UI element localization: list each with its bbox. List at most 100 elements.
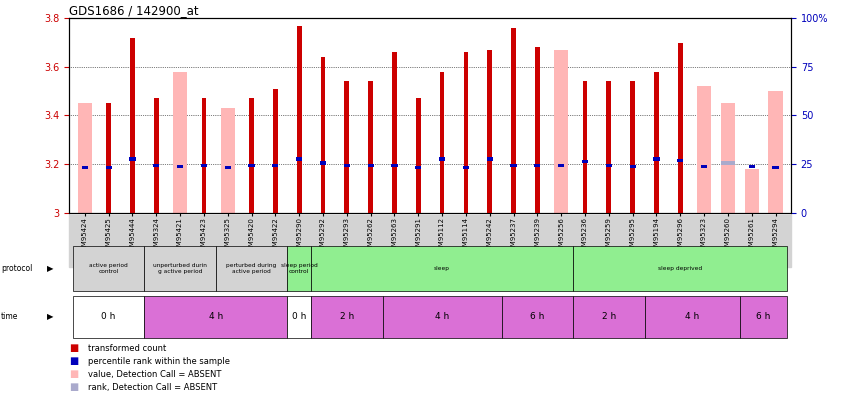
Bar xyxy=(607,81,611,213)
Text: ▶: ▶ xyxy=(47,264,54,273)
Bar xyxy=(721,103,735,213)
Bar xyxy=(130,38,135,213)
Bar xyxy=(739,296,788,338)
Text: unperturbed durin
g active period: unperturbed durin g active period xyxy=(153,263,207,274)
Bar xyxy=(153,164,159,167)
Bar xyxy=(510,164,517,167)
Text: perturbed during
active period: perturbed during active period xyxy=(227,263,277,274)
Bar xyxy=(463,166,469,169)
Text: 6 h: 6 h xyxy=(530,312,545,322)
Bar xyxy=(583,81,587,213)
Bar xyxy=(145,246,216,291)
Bar xyxy=(201,164,207,167)
Bar xyxy=(573,296,645,338)
Bar xyxy=(311,296,382,338)
Bar xyxy=(368,81,373,213)
Text: 2 h: 2 h xyxy=(602,312,616,322)
Text: sleep: sleep xyxy=(434,266,450,271)
Bar xyxy=(382,296,502,338)
Text: 4 h: 4 h xyxy=(209,312,223,322)
Bar xyxy=(221,108,235,213)
Bar xyxy=(177,165,184,168)
Bar xyxy=(296,158,302,161)
Bar xyxy=(535,47,540,213)
Text: ■: ■ xyxy=(69,343,79,353)
Bar xyxy=(288,246,311,291)
Bar xyxy=(107,103,111,213)
Text: ■: ■ xyxy=(69,356,79,367)
Bar xyxy=(106,166,112,169)
Bar xyxy=(78,103,92,213)
Text: ▶: ▶ xyxy=(47,312,54,322)
Bar xyxy=(288,296,311,338)
Bar xyxy=(582,160,588,163)
Bar xyxy=(344,81,349,213)
Text: ■: ■ xyxy=(69,382,79,392)
Bar xyxy=(320,161,326,164)
Bar xyxy=(721,161,735,164)
Bar xyxy=(554,50,569,213)
Bar xyxy=(321,57,326,213)
Bar xyxy=(311,246,573,291)
Bar xyxy=(154,98,159,213)
Bar xyxy=(701,165,707,168)
Bar xyxy=(697,86,711,213)
Bar xyxy=(573,246,788,291)
Bar xyxy=(653,158,660,161)
Text: active period
control: active period control xyxy=(90,263,128,274)
Bar xyxy=(145,296,288,338)
Bar xyxy=(250,98,254,213)
Bar xyxy=(744,169,759,213)
Bar xyxy=(415,166,421,169)
Bar xyxy=(439,158,445,161)
Text: GDS1686 / 142900_at: GDS1686 / 142900_at xyxy=(69,4,199,17)
Bar xyxy=(502,296,573,338)
Bar xyxy=(654,72,659,213)
Bar xyxy=(173,72,187,213)
Bar xyxy=(677,159,684,162)
Text: 4 h: 4 h xyxy=(685,312,700,322)
Bar xyxy=(630,81,635,213)
Text: 6 h: 6 h xyxy=(756,312,771,322)
Bar xyxy=(272,164,278,167)
Text: rank, Detection Call = ABSENT: rank, Detection Call = ABSENT xyxy=(88,383,217,392)
Bar xyxy=(606,164,612,167)
Text: sleep period
control: sleep period control xyxy=(281,263,317,274)
Bar xyxy=(201,98,206,213)
Bar xyxy=(73,246,145,291)
Bar xyxy=(749,165,755,168)
Text: ■: ■ xyxy=(69,369,79,379)
Text: sleep deprived: sleep deprived xyxy=(658,266,702,271)
Text: transformed count: transformed count xyxy=(88,344,166,353)
Bar xyxy=(129,158,135,161)
Text: 2 h: 2 h xyxy=(340,312,354,322)
Bar xyxy=(511,28,516,213)
Text: value, Detection Call = ABSENT: value, Detection Call = ABSENT xyxy=(88,370,222,379)
Bar xyxy=(343,164,350,167)
Bar xyxy=(486,158,493,161)
Bar xyxy=(367,164,374,167)
Bar xyxy=(225,166,231,169)
Bar xyxy=(416,98,420,213)
Text: 0 h: 0 h xyxy=(102,312,116,322)
Text: 4 h: 4 h xyxy=(435,312,449,322)
Bar xyxy=(216,246,288,291)
Bar xyxy=(558,164,564,167)
Bar xyxy=(645,296,739,338)
Bar xyxy=(392,52,397,213)
Bar xyxy=(678,43,683,213)
Bar xyxy=(629,165,635,168)
Bar xyxy=(772,166,778,169)
Bar xyxy=(297,26,301,213)
Text: percentile rank within the sample: percentile rank within the sample xyxy=(88,357,230,366)
Bar xyxy=(535,164,541,167)
Bar xyxy=(82,166,88,169)
Bar xyxy=(440,72,444,213)
Bar xyxy=(73,296,145,338)
Bar xyxy=(487,50,492,213)
Text: protocol: protocol xyxy=(1,264,32,273)
Bar xyxy=(464,52,469,213)
Text: 0 h: 0 h xyxy=(292,312,306,322)
Text: time: time xyxy=(1,312,19,322)
Bar xyxy=(768,91,783,213)
